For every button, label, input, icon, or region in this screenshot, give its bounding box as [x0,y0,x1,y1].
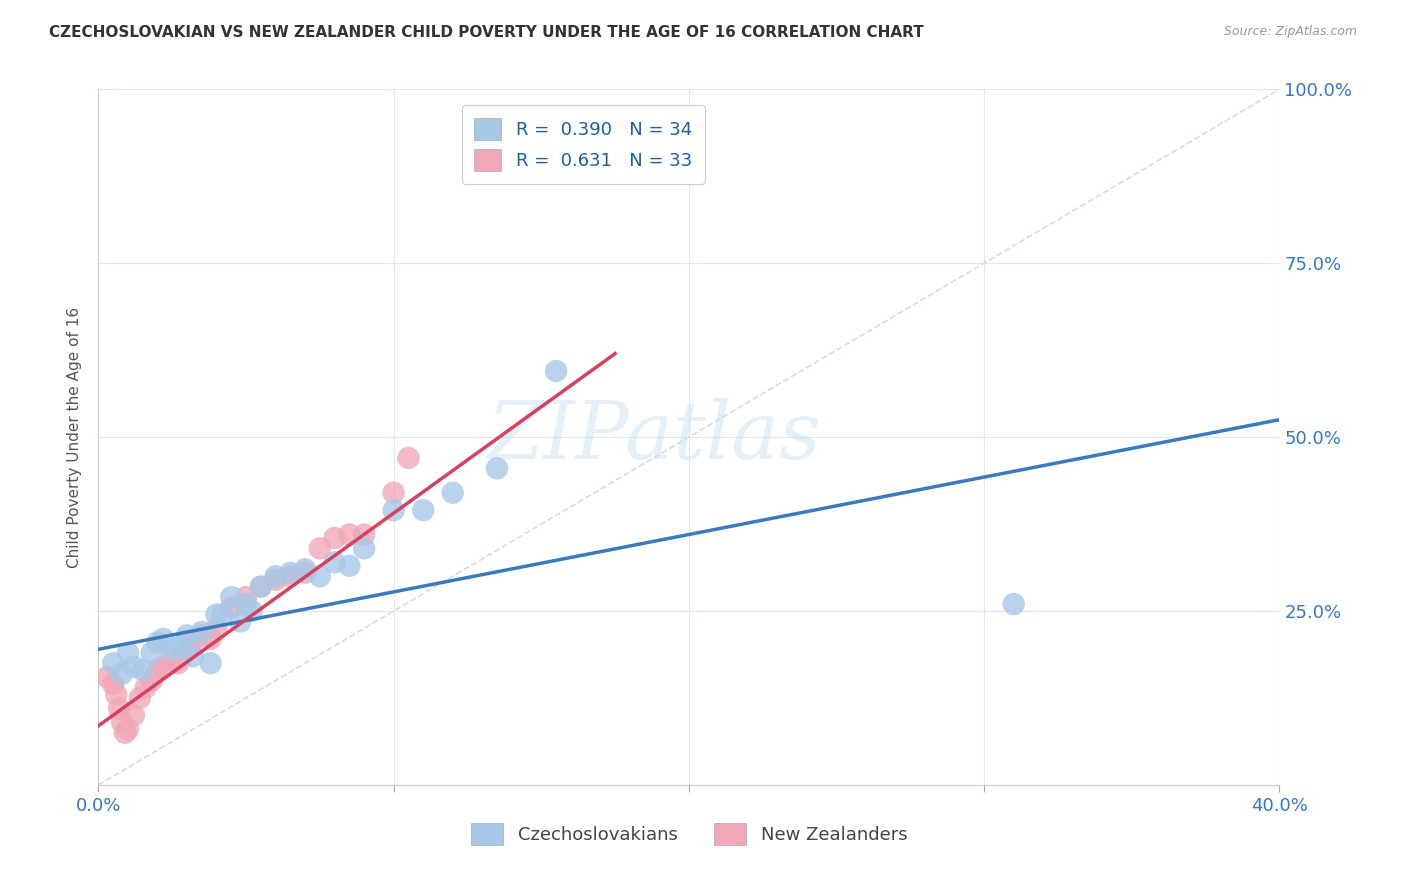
Point [176,642,198,657]
Point [103,677,125,691]
Point [486,461,509,475]
Point [200,632,222,646]
Legend: Czechoslovakians, New Zealanders: Czechoslovakians, New Zealanders [464,816,914,853]
Point [146,635,169,649]
Point [229,615,252,629]
Point [111,715,134,730]
Point [191,628,214,642]
Point [170,639,193,653]
Point [167,657,190,671]
Point [264,573,287,587]
Point [105,688,128,702]
Point [122,708,145,723]
Point [191,624,214,639]
Point [152,659,174,673]
Point [546,364,568,378]
Text: Source: ZipAtlas.com: Source: ZipAtlas.com [1223,25,1357,38]
Point [200,657,222,671]
Point [250,580,273,594]
Point [353,541,375,556]
Point [382,485,405,500]
Point [309,569,332,583]
Point [205,621,228,635]
Point [96,670,118,684]
Point [108,701,131,715]
Point [181,649,204,664]
Point [128,690,150,705]
Point [221,590,243,604]
Text: CZECHOSLOVAKIAN VS NEW ZEALANDER CHILD POVERTY UNDER THE AGE OF 16 CORRELATION C: CZECHOSLOVAKIAN VS NEW ZEALANDER CHILD P… [49,25,924,40]
Point [162,642,183,657]
Point [398,450,420,465]
Point [294,562,316,576]
Point [412,503,434,517]
Point [117,723,139,737]
Point [132,663,155,677]
Point [117,646,139,660]
Point [162,653,183,667]
Point [141,673,163,688]
Point [152,632,174,646]
Point [240,604,263,618]
Point [546,117,568,131]
Point [323,555,346,569]
Point [146,663,169,677]
Point [221,600,243,615]
Point [135,681,157,695]
Point [205,607,228,622]
Point [114,726,136,740]
Point [235,590,257,604]
Point [141,646,163,660]
Point [122,659,145,673]
Point [294,566,316,580]
Point [339,558,361,573]
Point [264,569,287,583]
Y-axis label: Child Poverty Under the Age of 16: Child Poverty Under the Age of 16 [67,307,83,567]
Point [280,566,302,580]
Point [309,541,332,556]
Point [235,597,257,611]
Point [181,635,204,649]
Point [176,628,198,642]
Text: ZIPatlas: ZIPatlas [486,399,820,475]
Point [441,485,464,500]
Point [111,666,134,681]
Point [103,657,125,671]
Point [1002,597,1025,611]
Point [353,527,375,541]
Point [211,607,233,622]
Point [280,569,302,583]
Point [250,580,273,594]
Point [339,527,361,541]
Point [382,503,405,517]
Point [323,531,346,545]
